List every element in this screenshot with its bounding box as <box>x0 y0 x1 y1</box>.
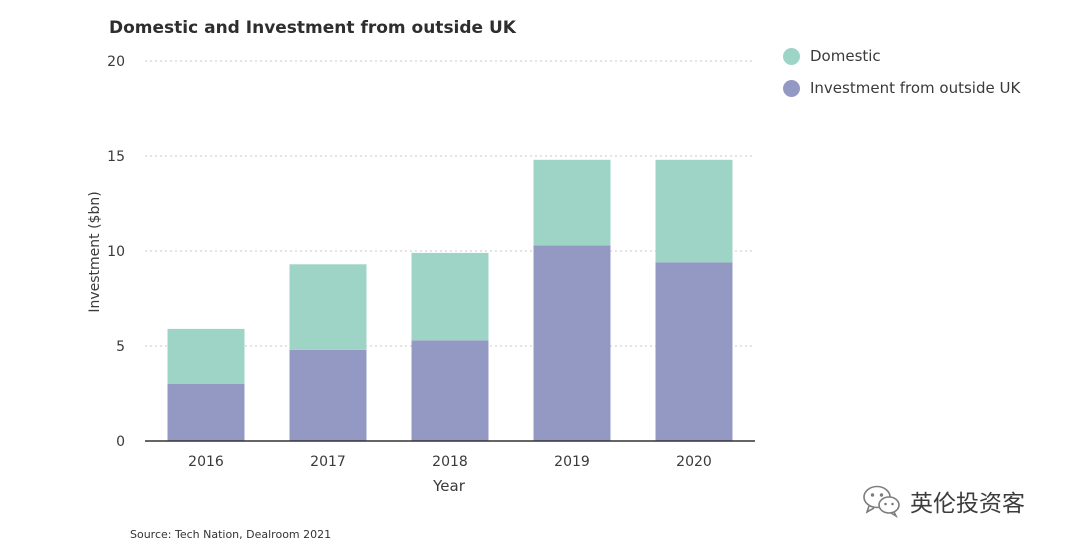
x-tick-label-2019: 2019 <box>554 454 590 470</box>
legend-label-outside-uk: Investment from outside UK <box>810 79 1021 97</box>
x-axis-label: Year <box>432 477 466 495</box>
legend-swatch-outside-uk <box>783 79 800 97</box>
legend-label-domestic: Domestic <box>810 47 881 65</box>
source-note: Source: Tech Nation, Dealroom 2021 <box>130 528 332 541</box>
bar-2020-domestic <box>655 159 733 263</box>
watermark-text: 英伦投资客 <box>910 491 1025 517</box>
axes: 0 5 10 15 20 2016 2017 2018 2019 2020 <box>107 54 755 470</box>
x-tick-label-2016: 2016 <box>188 454 224 470</box>
x-tick-label-2020: 2020 <box>676 454 712 470</box>
bar-2017-domestic <box>289 264 367 350</box>
bars <box>167 159 733 441</box>
bar-2019-domestic <box>533 159 611 246</box>
chart-title: Domestic and Investment from outside UK <box>109 18 516 38</box>
x-tick-label-2018: 2018 <box>432 454 468 470</box>
x-tick-label-2017: 2017 <box>310 454 346 470</box>
bar-2018-outside-uk <box>411 340 489 441</box>
legend: Domestic Investment from outside UK <box>783 40 1020 104</box>
legend-item-outside-uk: Investment from outside UK <box>783 72 1020 104</box>
y-axis-label: Investment ($bn) <box>87 191 103 312</box>
legend-swatch-domestic <box>783 47 800 65</box>
bar-2019-outside-uk <box>533 245 611 441</box>
bar-2016-outside-uk <box>167 384 245 441</box>
bar-2016-domestic <box>167 328 245 384</box>
y-tick-label-5: 5 <box>116 339 125 355</box>
bar-2020-outside-uk <box>655 262 733 441</box>
y-tick-label-10: 10 <box>107 244 125 260</box>
watermark: 英伦投资客 <box>862 484 1025 518</box>
y-tick-label-20: 20 <box>107 54 125 70</box>
legend-item-domestic: Domestic <box>783 40 1020 72</box>
wechat-icon <box>863 485 900 518</box>
bar-2017-outside-uk <box>289 349 367 441</box>
y-tick-label-15: 15 <box>107 149 125 165</box>
y-tick-label-0: 0 <box>116 434 125 450</box>
bar-2018-domestic <box>411 252 489 341</box>
